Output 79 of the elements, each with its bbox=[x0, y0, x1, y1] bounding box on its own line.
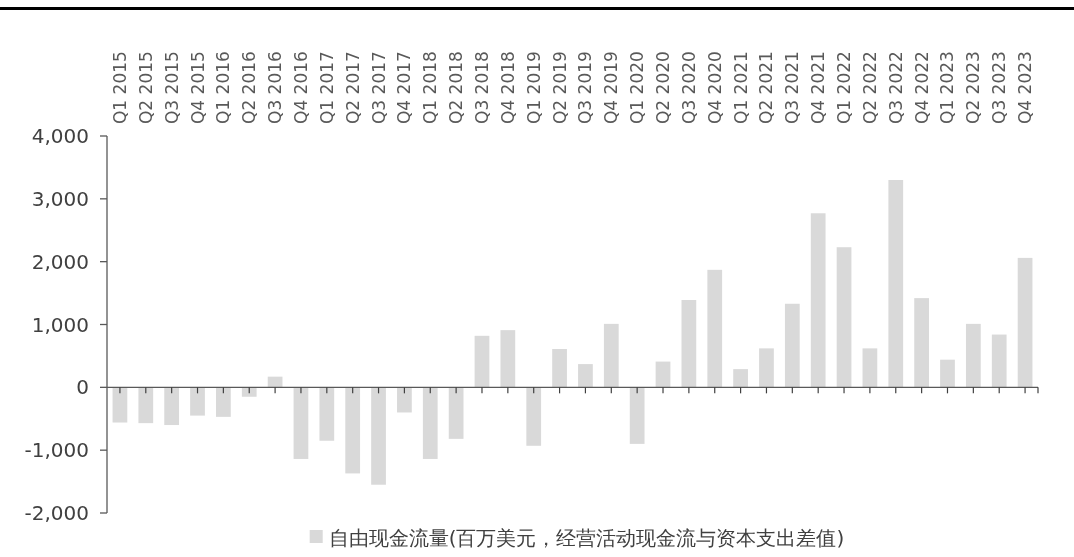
bar bbox=[552, 349, 567, 388]
x-tick-label: Q2 2021 bbox=[756, 51, 777, 124]
x-tick-label: Q3 2017 bbox=[368, 51, 389, 124]
x-tick-label: Q3 2018 bbox=[471, 51, 492, 124]
y-tick-label: 3,000 bbox=[31, 186, 89, 211]
x-tick-label: Q4 2015 bbox=[187, 51, 208, 124]
bar bbox=[345, 387, 361, 474]
bar bbox=[603, 323, 619, 388]
bar bbox=[810, 213, 826, 388]
bar bbox=[112, 387, 128, 423]
x-tick-label: Q1 2021 bbox=[730, 51, 751, 124]
x-tick-label: Q4 2018 bbox=[497, 51, 518, 124]
x-tick-label: Q2 2019 bbox=[549, 51, 570, 124]
x-tick-label: Q3 2023 bbox=[989, 51, 1010, 124]
x-tick-label: Q3 2015 bbox=[161, 51, 182, 124]
x-tick-label: Q3 2020 bbox=[678, 51, 699, 124]
x-tick-label: Q3 2019 bbox=[575, 51, 596, 124]
bar bbox=[371, 387, 386, 485]
x-tick-label: Q4 2021 bbox=[808, 51, 829, 124]
bar bbox=[500, 330, 516, 388]
x-tick-label: Q3 2016 bbox=[265, 51, 286, 124]
x-tick-label: Q1 2023 bbox=[937, 51, 958, 124]
bar bbox=[397, 387, 412, 413]
y-tick-label: 4,000 bbox=[31, 124, 89, 148]
bar bbox=[888, 179, 904, 388]
x-tick-label: Q2 2022 bbox=[859, 51, 880, 124]
x-tick-label: Q2 2017 bbox=[342, 51, 363, 124]
x-tick-label: Q1 2016 bbox=[213, 51, 234, 124]
bar bbox=[940, 359, 955, 388]
x-tick-label: Q2 2018 bbox=[446, 51, 467, 124]
bar bbox=[655, 361, 671, 388]
bar bbox=[474, 335, 490, 388]
x-tick-label: Q4 2023 bbox=[1015, 51, 1036, 124]
bar bbox=[862, 348, 878, 388]
x-tick-label: Q3 2022 bbox=[885, 51, 906, 124]
bar bbox=[733, 369, 748, 388]
x-tick-label: Q1 2018 bbox=[420, 51, 441, 124]
bar bbox=[784, 303, 800, 388]
bar bbox=[241, 387, 257, 397]
x-tick-label: Q2 2015 bbox=[135, 51, 156, 124]
x-tick-label: Q4 2016 bbox=[290, 51, 311, 124]
bar bbox=[759, 348, 774, 388]
y-tick-label: -2,000 bbox=[24, 501, 89, 525]
bar bbox=[138, 387, 154, 424]
y-tick-label: -1,000 bbox=[24, 438, 89, 463]
x-tick-label: Q2 2020 bbox=[653, 51, 674, 124]
bar bbox=[319, 387, 335, 441]
bar bbox=[422, 387, 438, 459]
x-tick-label: Q1 2019 bbox=[523, 51, 544, 124]
x-tick-label: Q1 2017 bbox=[316, 51, 337, 124]
x-tick-label: Q4 2020 bbox=[704, 51, 725, 124]
bar bbox=[836, 247, 852, 388]
x-tick-label: Q4 2017 bbox=[394, 51, 415, 124]
bar bbox=[293, 387, 309, 459]
bar bbox=[190, 387, 205, 416]
x-tick-label: Q2 2016 bbox=[239, 51, 260, 124]
bar bbox=[914, 298, 929, 388]
x-tick-label: Q2 2023 bbox=[963, 51, 984, 124]
x-tick-label: Q3 2021 bbox=[782, 51, 803, 124]
bar bbox=[448, 387, 464, 439]
x-tick-label: Q1 2020 bbox=[627, 51, 648, 124]
x-tick-label: Q4 2019 bbox=[601, 51, 622, 124]
bar bbox=[578, 364, 593, 388]
x-tick-label: Q1 2022 bbox=[834, 51, 855, 124]
x-tick-label: Q4 2022 bbox=[911, 51, 932, 124]
bar bbox=[526, 387, 542, 446]
bar bbox=[216, 387, 231, 417]
bar bbox=[707, 269, 723, 388]
bar bbox=[1017, 257, 1033, 388]
legend-label: 自由现金流量(百万美元，经营活动现金流与资本支出差值) bbox=[328, 526, 845, 550]
bar bbox=[164, 387, 180, 426]
bar bbox=[991, 334, 1007, 388]
bar bbox=[965, 323, 981, 388]
y-tick-label: 0 bbox=[76, 375, 89, 400]
x-tick-label: Q1 2015 bbox=[109, 51, 130, 124]
y-tick-label: 2,000 bbox=[31, 249, 89, 274]
bar bbox=[629, 387, 645, 444]
y-tick-label: 1,000 bbox=[31, 312, 89, 337]
bar bbox=[681, 300, 697, 388]
